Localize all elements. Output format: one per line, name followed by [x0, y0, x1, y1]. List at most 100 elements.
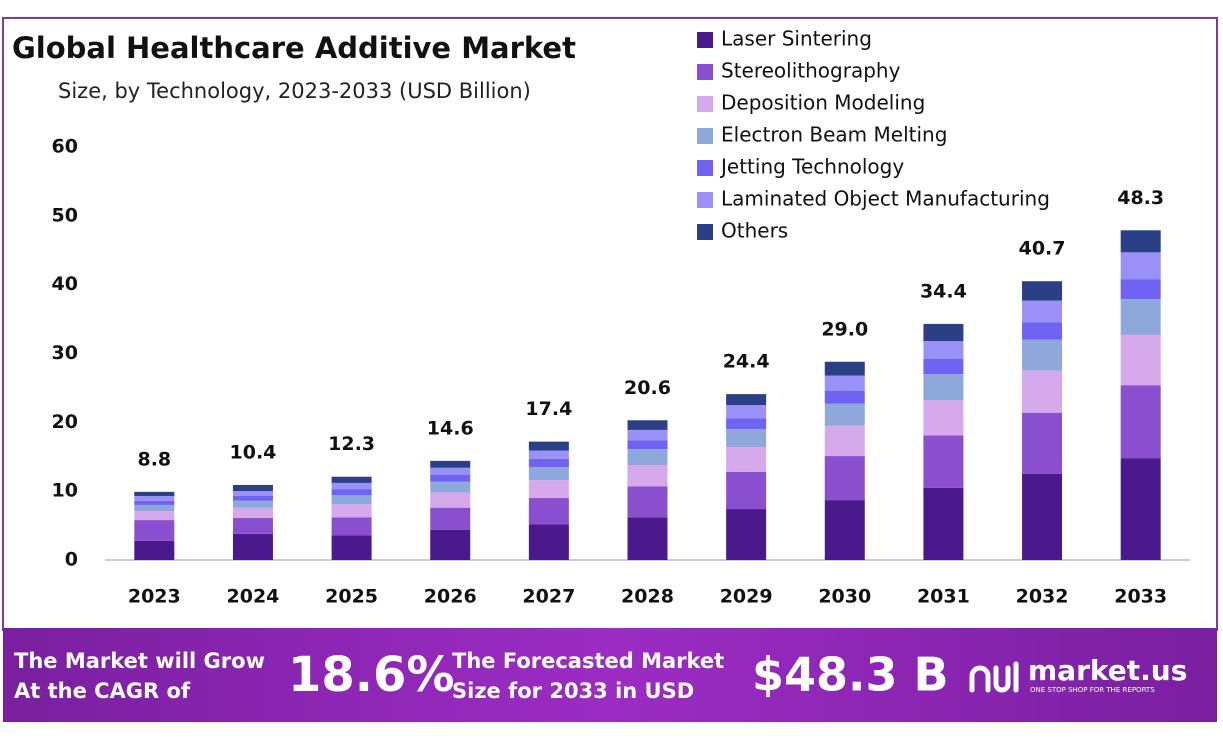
- bar-segment: [331, 482, 372, 490]
- bar-segment: [923, 341, 964, 360]
- bar-segment: [528, 480, 569, 499]
- bar-segment: [134, 491, 175, 496]
- total-label: 10.4: [230, 441, 277, 463]
- bar-segment: [528, 524, 569, 560]
- bar-segment: [232, 500, 273, 508]
- y-tick-label: 0: [65, 549, 78, 571]
- chart-title: Global Healthcare Additive Market: [12, 31, 576, 65]
- banner-value: $48.3 B: [752, 648, 949, 702]
- y-tick-label: 60: [52, 136, 78, 158]
- bar-segment: [923, 374, 964, 401]
- bar-segment: [331, 489, 372, 496]
- total-label: 17.4: [525, 398, 572, 420]
- total-label: 29.0: [821, 318, 868, 340]
- bar-segment: [627, 486, 668, 518]
- bar-segment: [528, 458, 569, 468]
- bar-segment: [824, 500, 865, 560]
- banner-value: 18.6%: [288, 647, 455, 703]
- legend-swatch: [697, 96, 713, 112]
- bar-segment: [528, 498, 569, 525]
- bar-segment: [627, 449, 668, 466]
- bar-segment: [232, 518, 273, 534]
- bar-segment: [430, 507, 471, 530]
- bar-segment: [1120, 279, 1161, 300]
- bar-segment: [331, 517, 372, 536]
- x-tick-label: 2025: [325, 586, 378, 608]
- bar-segment: [1120, 252, 1161, 280]
- total-label: 20.6: [624, 377, 671, 399]
- bar-segment: [1120, 230, 1161, 253]
- y-tick-label: 40: [52, 273, 78, 295]
- bar-segment: [232, 491, 273, 496]
- x-tick-label: 2027: [522, 586, 575, 608]
- bar-segment: [726, 405, 767, 419]
- legend-label: Deposition Modeling: [721, 91, 925, 115]
- legend-label: Laminated Object Manufacturing: [721, 187, 1050, 211]
- legend-label: Stereolithography: [721, 59, 901, 83]
- bar-segment: [824, 375, 865, 391]
- legend-label: Others: [721, 219, 788, 243]
- chart-subtitle: Size, by Technology, 2023-2033 (USD Bill…: [58, 79, 531, 103]
- bar-segment: [134, 504, 175, 512]
- x-tick-label: 2023: [128, 586, 181, 608]
- bar-segment: [1022, 412, 1063, 474]
- x-tick-label: 2030: [818, 586, 871, 608]
- total-label: 8.8: [137, 448, 171, 470]
- bar-segment: [923, 359, 964, 375]
- y-tick-label: 20: [52, 411, 78, 433]
- brand-logo: [969, 661, 1019, 693]
- bar-segment: [528, 441, 569, 451]
- bar-segment: [824, 390, 865, 404]
- legend-swatch: [697, 128, 713, 144]
- x-tick-label: 2024: [227, 586, 280, 608]
- bar-segment: [232, 495, 273, 501]
- bar-segment: [232, 484, 273, 492]
- brand-tagline: ONE STOP SHOP FOR THE REPORTS: [1030, 686, 1155, 694]
- bar-segment: [1120, 458, 1161, 560]
- total-label: 34.4: [920, 280, 967, 302]
- bar-segment: [627, 420, 668, 430]
- legend-label: Electron Beam Melting: [721, 123, 947, 147]
- bar-segment: [726, 447, 767, 472]
- bar-segment: [134, 511, 175, 521]
- legend-swatch: [697, 224, 713, 240]
- bar-segment: [430, 460, 471, 468]
- bar-segment: [232, 507, 273, 519]
- bar-segment: [923, 323, 964, 342]
- legend-label: Jetting Technology: [719, 155, 904, 179]
- banner-text: At the CAGR of: [14, 679, 191, 703]
- x-tick-label: 2028: [621, 586, 674, 608]
- legend-swatch: [697, 32, 713, 48]
- bar-segment: [627, 517, 668, 560]
- bar-segment: [726, 471, 767, 510]
- legend-swatch: [697, 192, 713, 208]
- x-tick-label: 2032: [1016, 586, 1069, 608]
- bar-segment: [824, 425, 865, 457]
- bar-segment: [1022, 300, 1063, 323]
- y-tick-label: 10: [52, 480, 78, 502]
- bar-segment: [331, 535, 372, 560]
- bar-segment: [1022, 322, 1063, 340]
- banner-text: The Market will Grow: [14, 649, 265, 673]
- bar-segment: [1120, 385, 1161, 459]
- bar-segment: [430, 474, 471, 482]
- bar-segment: [134, 540, 175, 560]
- bar-segment: [1120, 299, 1161, 335]
- bar-segment: [528, 450, 569, 459]
- x-tick-label: 2033: [1114, 586, 1167, 608]
- bar-segment: [430, 481, 471, 493]
- bar-segment: [627, 429, 668, 441]
- bar-segment: [430, 467, 471, 475]
- total-label: 14.6: [427, 417, 474, 439]
- total-label: 12.3: [328, 433, 375, 455]
- banner-text: Size for 2033 in USD: [452, 679, 694, 703]
- total-label: 24.4: [723, 351, 770, 373]
- total-label: 40.7: [1019, 238, 1066, 260]
- bar-segment: [923, 435, 964, 488]
- bar-segment: [134, 495, 175, 501]
- y-tick-label: 30: [52, 342, 78, 364]
- banner-text: The Forecasted Market: [452, 649, 724, 673]
- bar-segment: [232, 533, 273, 560]
